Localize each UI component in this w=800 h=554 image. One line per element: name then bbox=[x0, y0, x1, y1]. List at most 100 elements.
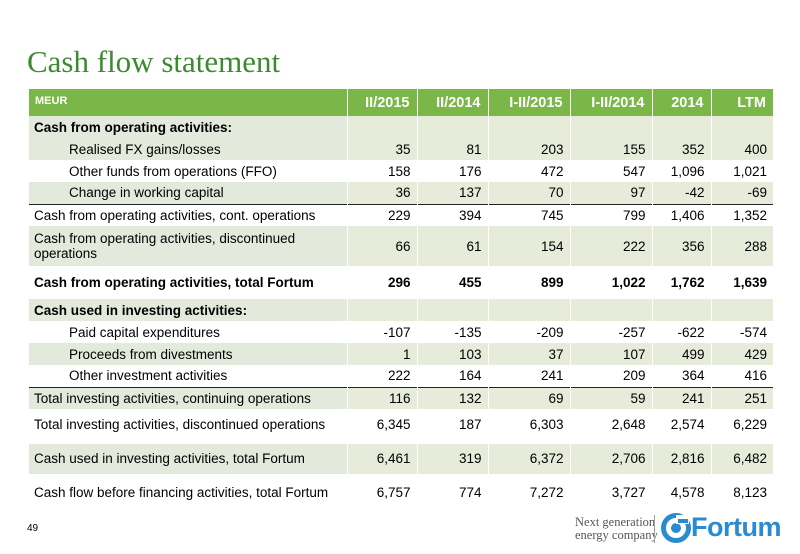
cell-value: 7,272 bbox=[488, 473, 571, 508]
cell-value: 3,727 bbox=[570, 473, 653, 508]
row-label: Realised FX gains/losses bbox=[29, 138, 348, 160]
page-number: 49 bbox=[27, 523, 39, 534]
cell-value: 251 bbox=[711, 386, 773, 409]
row-label: Paid capital expenditures bbox=[29, 321, 348, 343]
cell-value: 394 bbox=[417, 203, 489, 226]
cell-value: 356 bbox=[652, 226, 712, 266]
row-label: Change in working capital bbox=[29, 182, 348, 204]
column-header: II/2015 bbox=[347, 89, 418, 116]
cell-value: 319 bbox=[417, 440, 489, 475]
table-row: Cash used in investing activities, total… bbox=[29, 440, 773, 475]
cell-value: 1,406 bbox=[652, 203, 712, 226]
cell-value: 1,096 bbox=[652, 160, 712, 182]
cell-value: 187 bbox=[417, 409, 489, 442]
cell-value: 352 bbox=[652, 138, 712, 160]
cell-value: 899 bbox=[488, 266, 571, 299]
table-row: Change in working capital 36 137 70 97 -42 -69 bbox=[29, 182, 773, 204]
cell-value: 155 bbox=[570, 138, 653, 160]
cell-value: -69 bbox=[711, 182, 773, 204]
row-label: Cash flow before financing activities, t… bbox=[29, 473, 348, 508]
cell-value: 154 bbox=[488, 226, 571, 266]
cell-value: 158 bbox=[347, 160, 418, 182]
unit-label: MEUR bbox=[29, 89, 348, 116]
table-row: Proceeds from divestments 1 103 37 107 499 429 bbox=[29, 343, 773, 365]
cell-value: 1 bbox=[347, 343, 418, 365]
cell-value: 59 bbox=[570, 386, 653, 409]
cell-value: 472 bbox=[488, 160, 571, 182]
cell-value bbox=[711, 116, 773, 138]
table-row: Cash used in investing activities: bbox=[29, 299, 773, 321]
cell-value: 6,757 bbox=[347, 473, 418, 508]
cell-value: 2,706 bbox=[570, 440, 653, 475]
cell-value: 4,578 bbox=[652, 473, 712, 508]
cell-value: -574 bbox=[711, 321, 773, 343]
cell-value: 137 bbox=[417, 182, 489, 204]
cell-value: -622 bbox=[652, 321, 712, 343]
cell-value bbox=[570, 116, 653, 138]
cell-value: 6,229 bbox=[711, 409, 773, 442]
cell-value: 132 bbox=[417, 386, 489, 409]
cell-value: 400 bbox=[711, 138, 773, 160]
cell-value: -42 bbox=[652, 182, 712, 204]
cell-value: 774 bbox=[417, 473, 489, 508]
table-row: Other funds from operations (FFO) 158 176 4… bbox=[29, 160, 773, 182]
company-tagline: Next generation energy company bbox=[575, 516, 658, 542]
column-header: II/2014 bbox=[417, 89, 489, 116]
column-header: LTM bbox=[711, 89, 773, 116]
cell-value: 35 bbox=[347, 138, 418, 160]
cell-value: -209 bbox=[488, 321, 571, 343]
cell-value: 116 bbox=[347, 386, 418, 409]
row-label: Cash used in investing activities, total… bbox=[29, 440, 348, 475]
cell-value: 6,372 bbox=[488, 440, 571, 475]
row-label: Cash from operating activities, disconti… bbox=[29, 226, 348, 266]
cell-value bbox=[711, 299, 773, 321]
cell-value: 6,303 bbox=[488, 409, 571, 442]
cell-value: 6,345 bbox=[347, 409, 418, 442]
table-row: Paid capital expenditures -107 -135 -209 -25… bbox=[29, 321, 773, 343]
cell-value: 455 bbox=[417, 266, 489, 299]
cell-value: 164 bbox=[417, 365, 489, 387]
cell-value: 296 bbox=[347, 266, 418, 299]
column-header: 2014 bbox=[652, 89, 712, 116]
cell-value bbox=[652, 299, 712, 321]
table-row: Realised FX gains/losses 35 81 203 155 352 400 bbox=[29, 138, 773, 160]
cell-value: 241 bbox=[652, 386, 712, 409]
table-row: Total investing activities, continuing o… bbox=[29, 386, 773, 409]
cell-value bbox=[488, 299, 571, 321]
cell-value: 81 bbox=[417, 138, 489, 160]
table-row: Cash from operating activities, cont. op… bbox=[29, 203, 773, 226]
cell-value: 1,639 bbox=[711, 266, 773, 299]
row-label: Other funds from operations (FFO) bbox=[29, 160, 348, 182]
cell-value: 222 bbox=[570, 226, 653, 266]
row-label: Cash from operating activities: bbox=[29, 116, 348, 138]
row-label: Cash from operating activities, cont. op… bbox=[29, 203, 348, 226]
cell-value: 1,352 bbox=[711, 203, 773, 226]
fortum-logo-icon bbox=[661, 513, 691, 543]
cell-value: 745 bbox=[488, 203, 571, 226]
cell-value: 222 bbox=[347, 365, 418, 387]
cell-value: 799 bbox=[570, 203, 653, 226]
cell-value: 97 bbox=[570, 182, 653, 204]
table-row: Total investing activities, discontinued… bbox=[29, 409, 773, 442]
cell-value: 103 bbox=[417, 343, 489, 365]
column-header: I-II/2014 bbox=[570, 89, 653, 116]
cell-value: 1,022 bbox=[570, 266, 653, 299]
cell-value: 69 bbox=[488, 386, 571, 409]
cell-value: 8,123 bbox=[711, 473, 773, 508]
cash-flow-table: MEUR II/2015 II/2014 I-II/2015 I-II/2014… bbox=[29, 89, 773, 508]
cell-value: 2,648 bbox=[570, 409, 653, 442]
row-label: Cash from operating activities, total Fo… bbox=[29, 266, 348, 299]
cell-value bbox=[652, 116, 712, 138]
cell-value: 547 bbox=[570, 160, 653, 182]
cell-value: 203 bbox=[488, 138, 571, 160]
column-header: I-II/2015 bbox=[488, 89, 571, 116]
cell-value: 429 bbox=[711, 343, 773, 365]
footer-divider bbox=[654, 515, 655, 543]
cell-value: 241 bbox=[488, 365, 571, 387]
table-row: Cash from operating activities, disconti… bbox=[29, 226, 773, 266]
cell-value: 499 bbox=[652, 343, 712, 365]
table-row: Cash flow before financing activities, t… bbox=[29, 473, 773, 508]
cell-value: 229 bbox=[347, 203, 418, 226]
cell-value: 66 bbox=[347, 226, 418, 266]
cell-value: 416 bbox=[711, 365, 773, 387]
